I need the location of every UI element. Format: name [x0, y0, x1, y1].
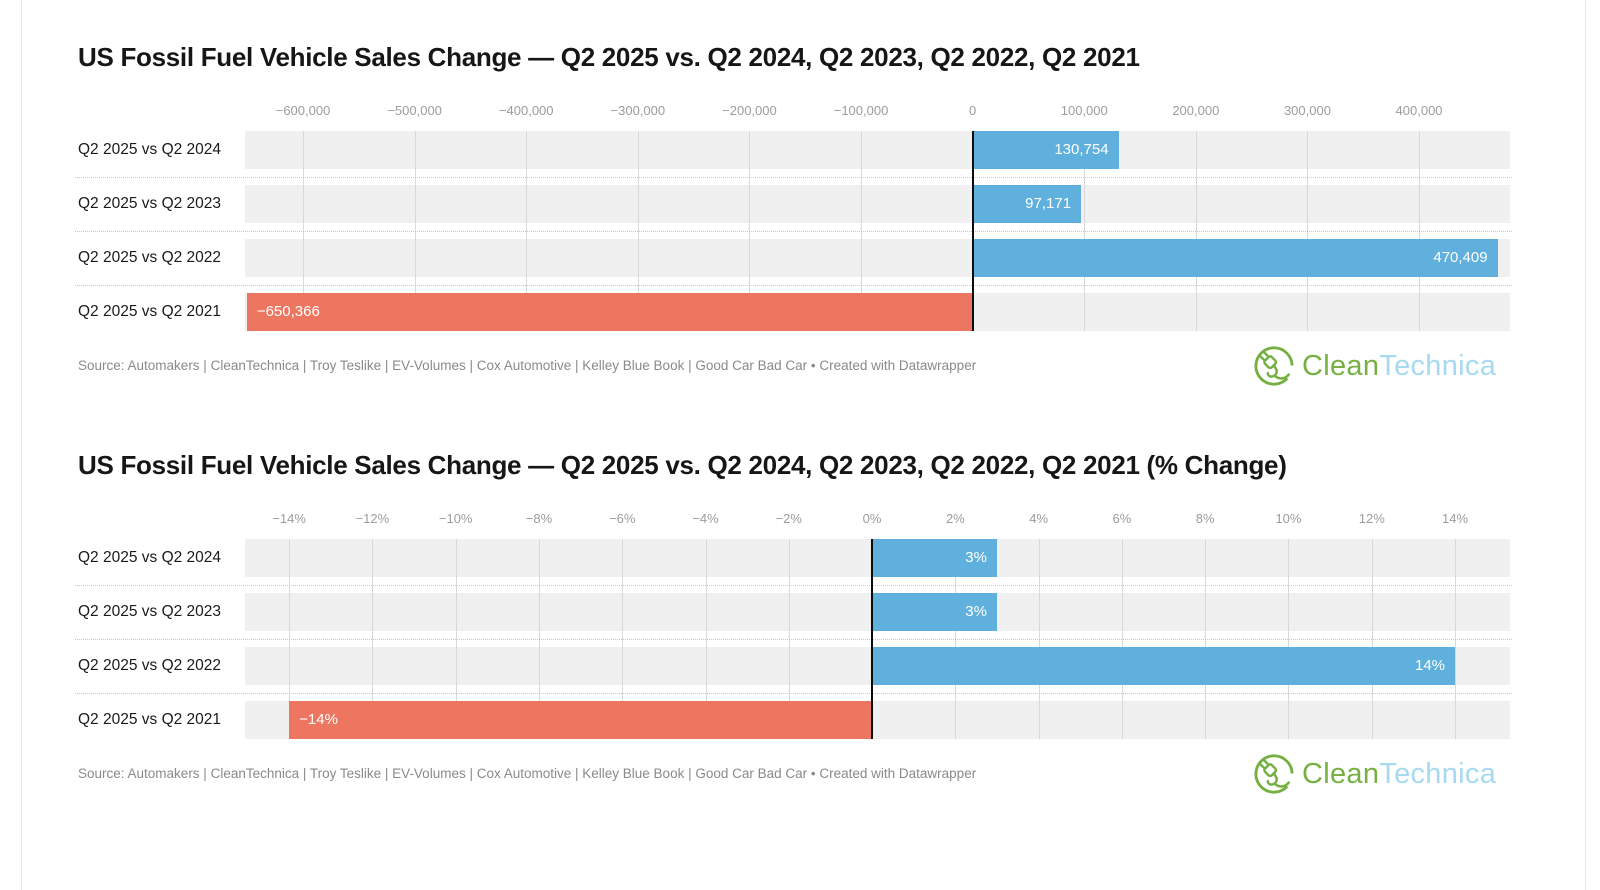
bar-value-label: 14%: [1414, 657, 1446, 674]
bar: 3%: [872, 593, 997, 631]
cleantechnica-wordmark: CleanTechnica: [1302, 758, 1496, 791]
bar-value-label: 470,409: [1433, 249, 1488, 266]
source-line: Source: Automakers | CleanTechnica | Tro…: [78, 358, 977, 373]
row-band: [245, 131, 1510, 169]
row-label: Q2 2025 vs Q2 2024: [78, 549, 222, 566]
row-label: Q2 2025 vs Q2 2021: [78, 711, 222, 728]
chart-percent-sales-change: US Fossil Fuel Vehicle Sales Change — Q2…: [0, 408, 1600, 890]
row-label: Q2 2025 vs Q2 2024: [78, 141, 222, 158]
row-label: Q2 2025 vs Q2 2022: [78, 249, 222, 266]
axis-tick-label: −300,000: [610, 103, 666, 118]
bar: 97,171: [972, 185, 1082, 223]
zero-axis-line: [871, 539, 874, 739]
axis-tick-label: 8%: [1195, 511, 1215, 526]
logo-technica-text: Technica: [1379, 349, 1497, 382]
axis-tick-label: 12%: [1358, 511, 1385, 526]
bar: −14%: [289, 701, 873, 739]
card-right-border: [1585, 0, 1586, 890]
bar: −650,366: [246, 293, 973, 331]
chart-title: US Fossil Fuel Vehicle Sales Change — Q2…: [78, 450, 1287, 480]
zero-axis-line: [971, 131, 974, 331]
bar: 14%: [872, 647, 1456, 685]
axis-tick-label: 400,000: [1395, 103, 1443, 118]
axis-tick-label: −8%: [525, 511, 553, 526]
bar-value-label: 97,171: [1025, 195, 1072, 212]
bar-value-label: −14%: [299, 711, 338, 728]
logo-clean-text: Clean: [1302, 349, 1380, 382]
axis-tick-label: 300,000: [1283, 103, 1331, 118]
logo-technica-text: Technica: [1379, 757, 1497, 790]
axis-tick-label: −600,000: [275, 103, 331, 118]
axis-tick-label: 6%: [1112, 511, 1132, 526]
logo-clean-text: Clean: [1302, 757, 1380, 790]
row-separator: [75, 639, 1512, 640]
axis-tick-label: 4%: [1029, 511, 1049, 526]
axis-tick-label: −2%: [775, 511, 802, 526]
row-label: Q2 2025 vs Q2 2022: [78, 657, 222, 674]
row-separator: [75, 231, 1512, 232]
axis-tick-label: −10%: [438, 511, 473, 526]
axis-tick-label: −4%: [692, 511, 719, 526]
bar-value-label: 130,754: [1054, 141, 1109, 158]
axis-tick-label: −200,000: [722, 103, 777, 118]
axis-tick-label: −6%: [609, 511, 636, 526]
axis-tick-label: −500,000: [387, 103, 442, 118]
row-separator: [75, 177, 1512, 178]
cleantechnica-logo: CleanTechnica: [1253, 345, 1496, 387]
row-label: Q2 2025 vs Q2 2023: [78, 603, 222, 620]
axis-tick-label: −12%: [355, 511, 390, 526]
row-separator: [75, 693, 1512, 694]
cleantechnica-logo: CleanTechnica: [1253, 753, 1496, 795]
cleantechnica-plug-icon: [1254, 754, 1294, 794]
axis-tick-label: 100,000: [1060, 103, 1108, 118]
bar: 470,409: [972, 239, 1498, 277]
axis-tick-label: 2%: [945, 511, 965, 526]
bar-value-label: −650,366: [256, 303, 320, 320]
axis-tick-label: 14%: [1442, 511, 1469, 526]
bar: 130,754: [972, 131, 1119, 169]
card-left-border: [21, 0, 22, 890]
row-label: Q2 2025 vs Q2 2023: [78, 195, 222, 212]
bar-value-label: 3%: [965, 549, 987, 566]
row-separator: [75, 585, 1512, 586]
row-separator: [75, 285, 1512, 286]
row-band: [245, 185, 1510, 223]
axis-tick-label: −400,000: [498, 103, 554, 118]
plot-area: Q2 2025 vs Q2 2024 Q2 2025 vs Q2 2023 Q2 2…: [0, 408, 1600, 890]
chart-absolute-sales-change: US Fossil Fuel Vehicle Sales Change — Q2…: [0, 0, 1600, 408]
axis-tick-label: 0%: [862, 511, 882, 526]
cleantechnica-plug-icon: [1254, 346, 1294, 386]
axis-tick-label: 10%: [1275, 511, 1302, 526]
bar: 3%: [872, 539, 997, 577]
axis-tick-label: −14%: [272, 511, 306, 526]
axis-tick-label: 0: [969, 103, 977, 118]
plot-area: Q2 2025 vs Q2 2024 Q2 2025 vs Q2 2023 Q2 2…: [0, 0, 1600, 408]
axis-tick-label: 200,000: [1172, 103, 1220, 118]
chart-title: US Fossil Fuel Vehicle Sales Change — Q2…: [78, 42, 1140, 72]
source-line: Source: Automakers | CleanTechnica | Tro…: [78, 766, 977, 781]
cleantechnica-wordmark: CleanTechnica: [1302, 350, 1496, 383]
bar-value-label: 3%: [965, 603, 987, 620]
row-label: Q2 2025 vs Q2 2021: [78, 303, 222, 320]
axis-tick-label: −100,000: [833, 103, 889, 118]
